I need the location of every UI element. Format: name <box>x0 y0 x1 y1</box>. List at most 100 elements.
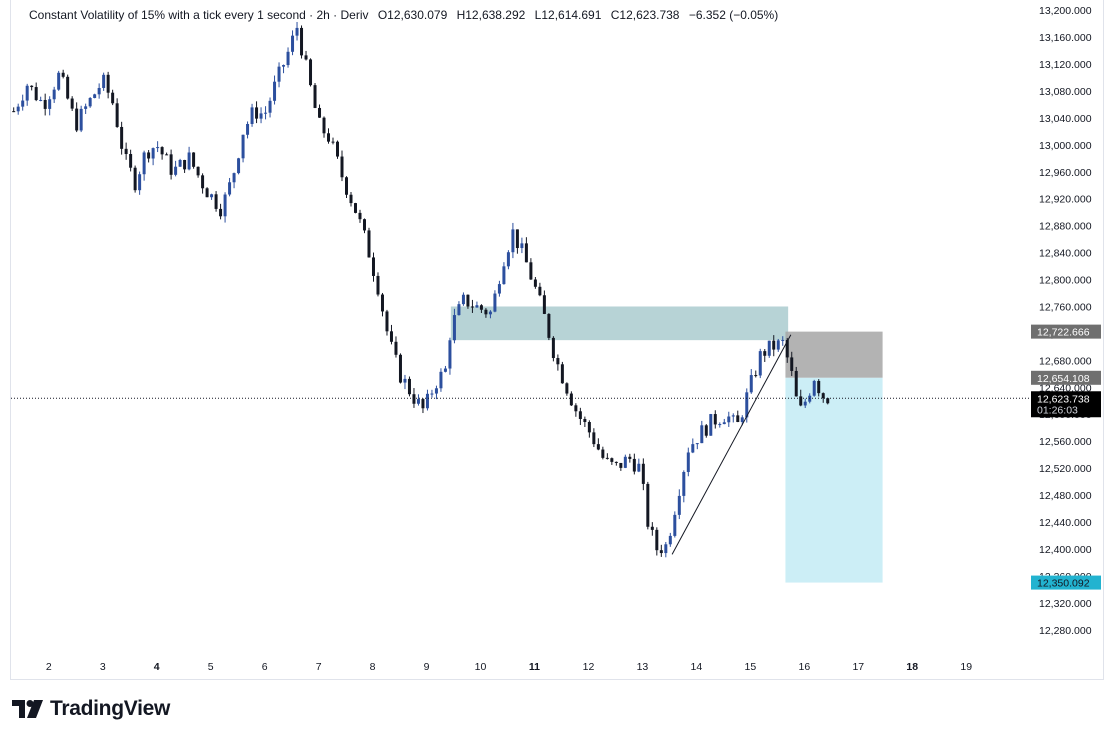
candle-up[interactable] <box>273 81 277 101</box>
candle-up[interactable] <box>246 123 250 135</box>
candle-up[interactable] <box>718 424 722 426</box>
candle-down[interactable] <box>322 117 326 134</box>
candle-down[interactable] <box>30 85 34 88</box>
candle-up[interactable] <box>520 243 524 249</box>
candle-up[interactable] <box>241 134 245 159</box>
stop-loss-zone[interactable] <box>785 331 883 378</box>
candle-up[interactable] <box>21 100 25 107</box>
candle-up[interactable] <box>84 106 88 109</box>
candle-up[interactable] <box>250 107 254 124</box>
candle-down[interactable] <box>304 55 308 60</box>
candle-down[interactable] <box>754 375 758 377</box>
candle-down[interactable] <box>821 393 825 399</box>
candle-up[interactable] <box>740 417 744 423</box>
candle-up[interactable] <box>97 87 101 95</box>
candle-down[interactable] <box>331 141 335 143</box>
candle-up[interactable] <box>461 294 465 305</box>
candle-down[interactable] <box>133 167 137 191</box>
candle-up[interactable] <box>286 51 290 66</box>
candle-up[interactable] <box>812 380 816 396</box>
candle-down[interactable] <box>421 399 425 409</box>
candle-up[interactable] <box>79 108 83 131</box>
candle-down[interactable] <box>389 331 393 342</box>
candle-down[interactable] <box>318 107 322 118</box>
candle-up[interactable] <box>295 27 299 36</box>
candle-down[interactable] <box>592 432 596 445</box>
candle-up[interactable] <box>88 97 92 107</box>
candle-down[interactable] <box>785 339 789 358</box>
candle-up[interactable] <box>722 422 726 425</box>
candle-up[interactable] <box>223 194 227 217</box>
candle-down[interactable] <box>367 230 371 258</box>
candle-down[interactable] <box>106 74 110 93</box>
candle-up[interactable] <box>93 94 97 98</box>
candle-down[interactable] <box>524 243 528 263</box>
candle-down[interactable] <box>362 219 366 231</box>
candle-down[interactable] <box>610 458 614 462</box>
candle-down[interactable] <box>713 414 717 425</box>
candle-down[interactable] <box>614 461 618 463</box>
candle-up[interactable] <box>776 340 780 350</box>
candle-down[interactable] <box>412 394 416 404</box>
candle-up[interactable] <box>434 388 438 394</box>
candle-up[interactable] <box>282 65 286 67</box>
candle-down[interactable] <box>407 378 411 395</box>
candle-up[interactable] <box>448 340 452 369</box>
candle-down[interactable] <box>560 364 564 384</box>
candle-up[interactable] <box>488 311 492 315</box>
candle-up[interactable] <box>781 339 785 341</box>
candle-down[interactable] <box>542 295 546 314</box>
candle-down[interactable] <box>704 425 708 436</box>
candle-up[interactable] <box>457 304 461 316</box>
candle-down[interactable] <box>479 305 483 310</box>
candle-down[interactable] <box>619 462 623 468</box>
candle-down[interactable] <box>547 313 551 338</box>
candle-up[interactable] <box>511 229 515 253</box>
candle-down[interactable] <box>538 286 542 296</box>
candle-down[interactable] <box>394 341 398 355</box>
candle-up[interactable] <box>232 173 236 183</box>
candle-up[interactable] <box>745 392 749 418</box>
candle-down[interactable] <box>169 154 173 175</box>
candle-up[interactable] <box>268 100 272 113</box>
candle-up[interactable] <box>174 166 178 175</box>
candle-down[interactable] <box>569 393 573 406</box>
candle-up[interactable] <box>749 375 753 393</box>
candle-up[interactable] <box>493 293 497 312</box>
candle-down[interactable] <box>736 415 740 423</box>
candle-up[interactable] <box>682 471 686 496</box>
candle-up[interactable] <box>102 74 106 88</box>
candle-down[interactable] <box>12 111 16 113</box>
candle-down[interactable] <box>515 229 519 249</box>
candle-up[interactable] <box>502 266 506 285</box>
candle-up[interactable] <box>677 495 681 515</box>
candle-up[interactable] <box>664 544 668 554</box>
candle-up[interactable] <box>48 99 52 109</box>
candle-down[interactable] <box>799 396 803 406</box>
candle-up[interactable] <box>57 72 61 90</box>
candle-down[interactable] <box>641 463 645 484</box>
candle-up[interactable] <box>228 182 232 195</box>
candle-up[interactable] <box>156 147 160 149</box>
candle-down[interactable] <box>309 59 313 86</box>
candle-down[interactable] <box>255 107 259 119</box>
candle-down[interactable] <box>484 309 488 315</box>
candle-up[interactable] <box>178 159 182 167</box>
candle-down[interactable] <box>205 188 209 198</box>
candle-up[interactable] <box>25 85 29 101</box>
candle-down[interactable] <box>659 550 663 554</box>
candle-down[interactable] <box>376 275 380 295</box>
candle-down[interactable] <box>70 98 74 109</box>
candle-up[interactable] <box>237 158 241 174</box>
candle-down[interactable] <box>605 457 609 459</box>
candle-down[interactable] <box>583 418 587 423</box>
candle-down[interactable] <box>385 311 389 332</box>
candle-up[interactable] <box>430 393 434 395</box>
candle-down[interactable] <box>165 154 169 156</box>
candle-down[interactable] <box>578 411 582 419</box>
candle-up[interactable] <box>425 393 429 409</box>
candle-up[interactable] <box>142 152 146 175</box>
candle-up[interactable] <box>138 174 142 191</box>
candle-up[interactable] <box>673 514 677 536</box>
candle-down[interactable] <box>61 72 65 77</box>
